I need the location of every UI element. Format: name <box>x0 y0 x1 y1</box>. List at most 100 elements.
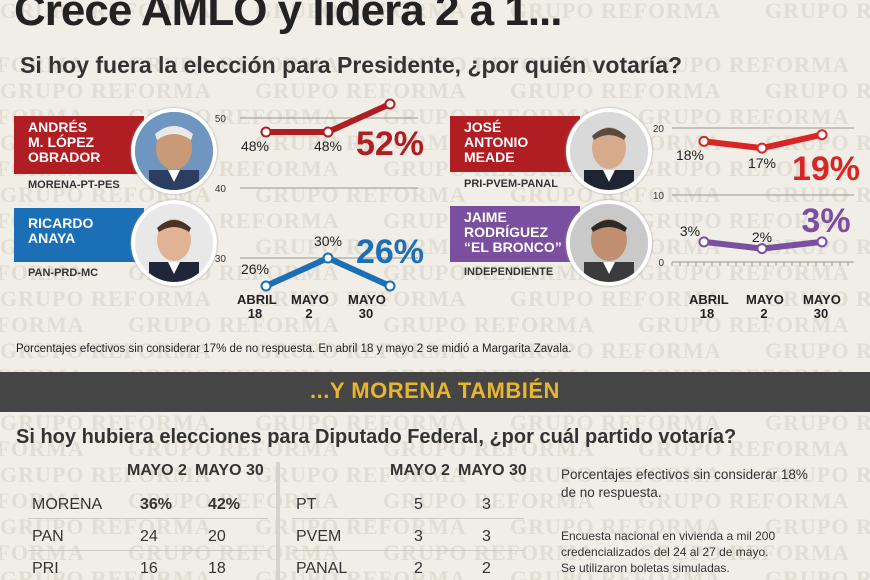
candidate-party-amlo: MORENA-PT-PES <box>28 179 120 191</box>
watermark-text: GRUPO REFORMA <box>765 78 870 103</box>
x-label-line: 2 <box>760 306 768 321</box>
row-divider <box>28 518 268 519</box>
watermark-text: GRUPO REFORMA <box>638 260 850 285</box>
table-cell-value: 24 <box>140 528 158 545</box>
data-point <box>322 126 334 138</box>
x-label-left-2: MAYO 30 <box>348 292 386 321</box>
x-label-line: MAYO <box>348 292 386 307</box>
watermark-text: GRUPO REFORMA <box>0 286 212 311</box>
watermark-text: GRUPO REFORMA <box>765 234 870 259</box>
table-cell-party: PRI <box>32 560 59 577</box>
candidate-name-line: JAIME <box>464 209 507 225</box>
data-label: 3% <box>680 223 700 239</box>
table-header-may2: MAYO 2 <box>390 462 450 479</box>
candidate-name-line: RODRÍGUEZ <box>464 224 548 240</box>
page-title: Crece AMLO y lidera 2 a 1... <box>14 0 563 35</box>
x-label-right-1: MAYO 2 <box>746 292 784 321</box>
table-cell-value: 3 <box>414 528 423 545</box>
table-cell-party: PVEM <box>296 528 342 545</box>
watermark-text: GRUPO REFORMA <box>383 312 595 337</box>
watermark-text: GRUPO REFORMA <box>510 78 722 103</box>
candidate-box-bronco: JAIME RODRÍGUEZ “EL BRONCO” <box>450 206 580 262</box>
side-note-line: de no respuesta. <box>561 485 662 500</box>
row-divider <box>292 550 524 551</box>
table-cell-party: MORENA <box>32 496 103 513</box>
series-line <box>266 101 392 135</box>
y-tick-label: 50 <box>215 114 227 125</box>
candidate-name-line: ANAYA <box>28 230 76 246</box>
table-cell-value: 3 <box>482 528 491 545</box>
x-label-line: ABRIL <box>237 292 277 307</box>
table-header-may2: MAYO 2 <box>127 462 187 479</box>
candidate-box-amlo: ANDRÉS M. LÓPEZ OBRADOR <box>14 116 144 174</box>
side-note-2: Encuesta nacional en vivienda a mil 200 … <box>561 528 775 576</box>
data-label: 2% <box>752 229 772 245</box>
x-label-line: MAYO <box>291 292 329 307</box>
section-title: ...Y MORENA TAMBIÉN <box>310 378 560 403</box>
final-value-label: 19% <box>792 150 860 188</box>
candidate-party-meade: PRI-PVEM-PANAL <box>464 178 558 190</box>
series-line <box>703 131 823 152</box>
data-point <box>756 243 768 255</box>
candidate-name-line: ANTONIO <box>464 134 529 150</box>
watermark-text: GRUPO REFORMA <box>255 182 467 207</box>
watermark-text: GRUPO REFORMA <box>638 208 850 233</box>
table-cell-value: 3 <box>482 496 491 513</box>
section-band <box>0 372 870 412</box>
x-label-line: 2 <box>305 306 313 321</box>
x-label-line: MAYO <box>803 292 841 307</box>
watermark-text: GRUPO REFORMA <box>765 410 870 435</box>
side-note-line: Encuesta nacional en vivienda a mil 200 <box>561 529 776 543</box>
x-label-left-1: MAYO 2 <box>291 292 329 321</box>
data-point <box>260 280 272 292</box>
table-cell-party: PAN <box>32 528 64 545</box>
x-label-line: ABRIL <box>689 292 729 307</box>
watermark-text: GRUPO REFORMA <box>255 130 467 155</box>
table-separator <box>276 462 280 580</box>
table-cell-value: 5 <box>414 496 423 513</box>
data-label: 18% <box>676 147 704 163</box>
footnote: Porcentajes efectivos sin considerar 17%… <box>16 343 572 355</box>
data-point <box>816 236 828 248</box>
table-cell-value: 18 <box>208 560 226 577</box>
watermark-text: GRUPO REFORMA <box>765 566 870 580</box>
candidate-name-line: ANDRÉS <box>28 119 88 135</box>
x-label-line: 18 <box>699 306 715 321</box>
watermark-text: GRUPO REFORMA <box>638 104 850 129</box>
page-subtitle: Si hoy fuera la elección para Presidente… <box>20 52 683 78</box>
data-label: 26% <box>241 261 269 277</box>
data-label: 30% <box>314 233 342 249</box>
data-point <box>816 129 828 141</box>
data-label: 17% <box>748 155 776 171</box>
candidate-box-meade: JOSÉ ANTONIO MEADE <box>450 116 580 172</box>
x-label-left-0: ABRIL 18 <box>237 292 277 321</box>
data-point <box>756 142 768 154</box>
series-line <box>703 238 823 252</box>
table-cell-value: 2 <box>414 560 423 577</box>
side-note-line: credencializados del 24 al 27 de mayo. <box>561 545 769 559</box>
watermark-text: GRUPO REFORMA <box>0 312 85 337</box>
table-cell-value: 42% <box>208 496 241 513</box>
table-cell-party: PT <box>296 496 317 513</box>
watermark-text: GRUPO REFORMA <box>255 234 467 259</box>
candidate-box-anaya: RICARDO ANAYA <box>14 208 144 262</box>
x-label-line: MAYO <box>746 292 784 307</box>
data-point <box>698 236 710 248</box>
candidate-name-line: MEADE <box>464 149 515 165</box>
x-label-line: 30 <box>358 306 374 321</box>
table-header-may30: MAYO 30 <box>458 462 527 479</box>
candidate-name-line: JOSÉ <box>464 119 502 135</box>
candidate-name-line: M. LÓPEZ <box>28 134 95 150</box>
table-header-may30: MAYO 30 <box>195 462 264 479</box>
watermark-text: GRUPO REFORMA <box>765 0 870 23</box>
watermark-text: GRUPO REFORMA <box>255 566 467 580</box>
table-cell-value: 36% <box>140 496 173 513</box>
data-point <box>260 126 272 138</box>
data-label: 48% <box>241 138 269 154</box>
table-cell-value: 2 <box>482 560 491 577</box>
x-label-line: 30 <box>813 306 829 321</box>
section-question: Si hoy hubiera elecciones para Diputado … <box>16 426 737 448</box>
table-cell-party: PANAL <box>296 560 348 577</box>
y-tick-label: 10 <box>653 191 665 202</box>
side-note-1: Porcentajes efectivos sin considerar 18%… <box>561 466 808 502</box>
